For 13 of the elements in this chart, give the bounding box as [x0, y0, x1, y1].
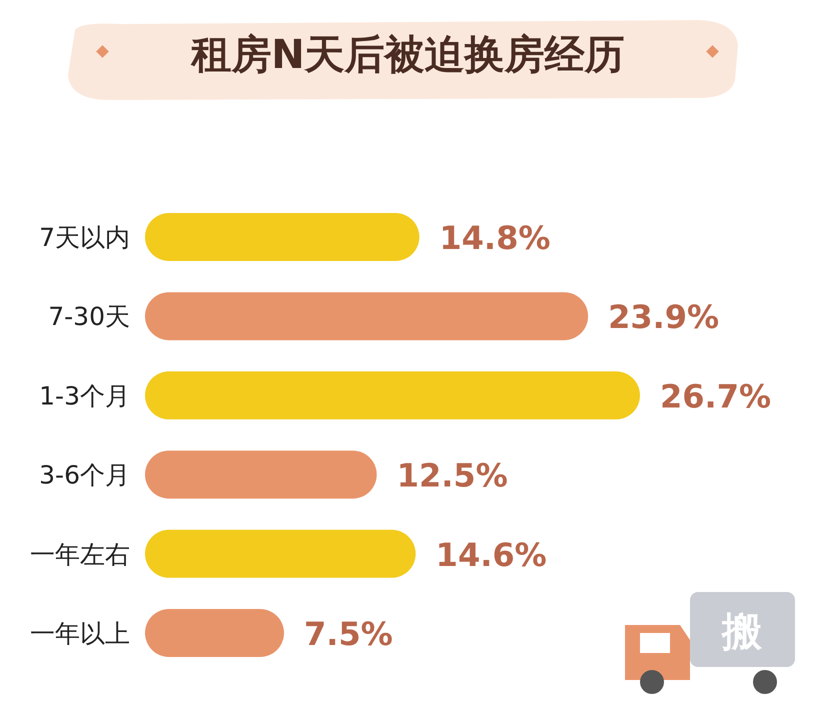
data-label: 23.9%: [608, 298, 720, 336]
y-tick-label: 3-6个月: [39, 460, 130, 490]
data-label: 26.7%: [660, 377, 772, 416]
y-tick-label: 一年以上: [30, 619, 130, 648]
data-label: 12.5%: [396, 456, 508, 495]
y-tick-label: 7天以内: [39, 223, 130, 252]
data-label: 14.8%: [439, 219, 550, 257]
y-tick-label: 7-30天: [48, 302, 130, 332]
data-label: 14.6%: [436, 536, 547, 574]
data-label: 7.5%: [304, 615, 393, 653]
y-tick-label: 一年左右: [30, 540, 130, 569]
chart-title: 租房N天后被迫换房经历: [190, 32, 625, 78]
y-tick-label: 1-3个月: [39, 381, 130, 410]
